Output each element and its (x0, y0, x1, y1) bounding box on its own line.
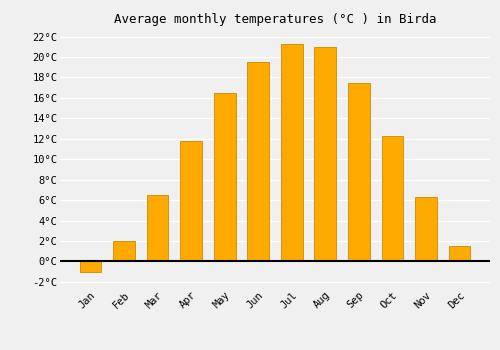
Title: Average monthly temperatures (°C ) in Birda: Average monthly temperatures (°C ) in Bi… (114, 13, 436, 26)
Bar (146, 195, 169, 261)
Bar (80, 261, 102, 272)
Bar (281, 44, 302, 261)
Bar (314, 47, 336, 261)
Bar (415, 197, 437, 261)
Bar (348, 83, 370, 261)
Bar (448, 246, 470, 261)
Bar (382, 136, 404, 261)
Bar (248, 62, 269, 261)
Bar (180, 141, 202, 261)
Bar (113, 241, 135, 261)
Bar (214, 93, 236, 261)
